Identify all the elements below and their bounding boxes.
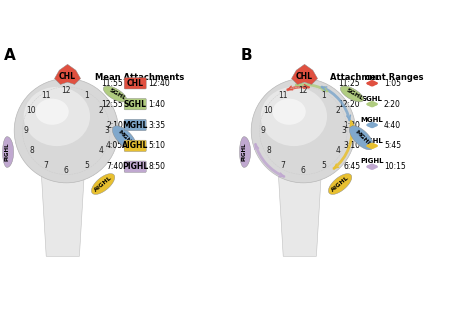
Polygon shape (279, 140, 337, 176)
FancyBboxPatch shape (124, 99, 146, 110)
Text: PIGHL: PIGHL (242, 143, 246, 161)
Polygon shape (55, 64, 81, 85)
Text: 1:20: 1:20 (343, 120, 360, 130)
Text: 11:55: 11:55 (101, 79, 123, 88)
Text: 5:10: 5:10 (148, 141, 165, 151)
Text: 12:20: 12:20 (338, 100, 360, 109)
Text: CHL: CHL (127, 79, 144, 88)
Text: 6:45: 6:45 (343, 162, 360, 171)
Text: Attachment Ranges: Attachment Ranges (330, 73, 424, 82)
Ellipse shape (24, 87, 90, 146)
FancyArrowPatch shape (368, 123, 376, 127)
Text: SGHL: SGHL (345, 87, 364, 101)
Text: 4:40: 4:40 (384, 120, 401, 130)
Text: 1: 1 (321, 91, 326, 100)
Text: 1:40: 1:40 (148, 100, 165, 109)
Text: 6: 6 (64, 166, 69, 175)
Text: 3:35: 3:35 (148, 120, 165, 130)
Text: 7: 7 (44, 161, 49, 170)
Polygon shape (42, 140, 100, 176)
FancyBboxPatch shape (124, 161, 146, 172)
Text: PIGHL: PIGHL (5, 143, 9, 161)
FancyBboxPatch shape (124, 119, 146, 131)
Text: 1: 1 (84, 91, 89, 100)
Ellipse shape (273, 99, 306, 125)
Text: MGHL: MGHL (117, 129, 135, 147)
Text: B: B (240, 48, 252, 63)
Text: 8: 8 (29, 146, 34, 155)
Polygon shape (292, 64, 318, 85)
Text: CHL: CHL (59, 72, 76, 81)
Text: 10:15: 10:15 (384, 162, 406, 171)
Text: 5: 5 (321, 161, 326, 170)
Text: 2: 2 (336, 106, 341, 115)
Text: 12: 12 (62, 86, 71, 95)
Text: A: A (4, 48, 15, 63)
Polygon shape (349, 126, 374, 150)
Text: 8:50: 8:50 (148, 162, 165, 171)
Text: 12: 12 (299, 86, 308, 95)
Polygon shape (239, 137, 251, 167)
FancyArrowPatch shape (368, 165, 376, 169)
Text: MGHL: MGHL (361, 117, 383, 123)
Polygon shape (91, 173, 115, 194)
Text: 1:05: 1:05 (384, 79, 401, 88)
Text: AIGHL: AIGHL (330, 175, 350, 193)
Text: 12:55: 12:55 (101, 100, 123, 109)
FancyArrowPatch shape (368, 81, 376, 85)
Text: 11:25: 11:25 (338, 79, 360, 88)
Text: 9: 9 (261, 126, 265, 135)
Text: CHL: CHL (365, 75, 380, 81)
Text: SGHL: SGHL (124, 100, 147, 109)
Polygon shape (279, 176, 321, 256)
Polygon shape (328, 173, 352, 194)
Text: 10: 10 (27, 106, 36, 115)
Text: 4:05: 4:05 (106, 141, 123, 151)
Polygon shape (2, 137, 14, 167)
Text: MGHL: MGHL (354, 129, 372, 147)
Text: 7: 7 (281, 161, 286, 170)
Text: 3:10: 3:10 (343, 141, 360, 151)
Ellipse shape (261, 87, 327, 146)
Text: 7:40: 7:40 (106, 162, 123, 171)
FancyBboxPatch shape (124, 78, 146, 89)
Text: 4: 4 (99, 146, 104, 155)
Text: 11: 11 (278, 91, 288, 100)
Text: 11: 11 (41, 91, 51, 100)
Text: 3: 3 (104, 126, 109, 135)
Text: 5:45: 5:45 (384, 141, 401, 151)
Text: AIGHL: AIGHL (360, 138, 384, 144)
Text: 12:40: 12:40 (148, 79, 170, 88)
Text: AIGHL: AIGHL (93, 175, 113, 193)
Text: PIGHL: PIGHL (122, 162, 148, 171)
Text: 9: 9 (24, 126, 28, 135)
FancyBboxPatch shape (124, 140, 146, 151)
Polygon shape (112, 126, 137, 150)
Polygon shape (42, 176, 84, 256)
Text: PIGHL: PIGHL (360, 159, 384, 164)
Ellipse shape (14, 78, 118, 183)
Text: CHL: CHL (296, 72, 313, 81)
Ellipse shape (251, 78, 356, 183)
Text: Mean Attachments: Mean Attachments (95, 73, 184, 82)
Polygon shape (103, 86, 127, 102)
Text: SGHL: SGHL (108, 87, 127, 101)
Text: 6: 6 (301, 166, 306, 175)
Text: 8: 8 (266, 146, 271, 155)
Text: 5: 5 (84, 161, 89, 170)
Text: MGHL: MGHL (122, 120, 148, 130)
Text: 2:20: 2:20 (384, 100, 401, 109)
Text: 3: 3 (341, 126, 346, 135)
FancyArrowPatch shape (368, 144, 376, 148)
Text: SGHL: SGHL (362, 96, 383, 102)
Text: AIGHL: AIGHL (122, 141, 148, 151)
Text: 2: 2 (99, 106, 104, 115)
Text: 10: 10 (264, 106, 273, 115)
FancyArrowPatch shape (368, 102, 376, 106)
Ellipse shape (36, 99, 69, 125)
Polygon shape (340, 86, 364, 102)
Text: 2:10: 2:10 (106, 120, 123, 130)
Text: 4: 4 (336, 146, 341, 155)
